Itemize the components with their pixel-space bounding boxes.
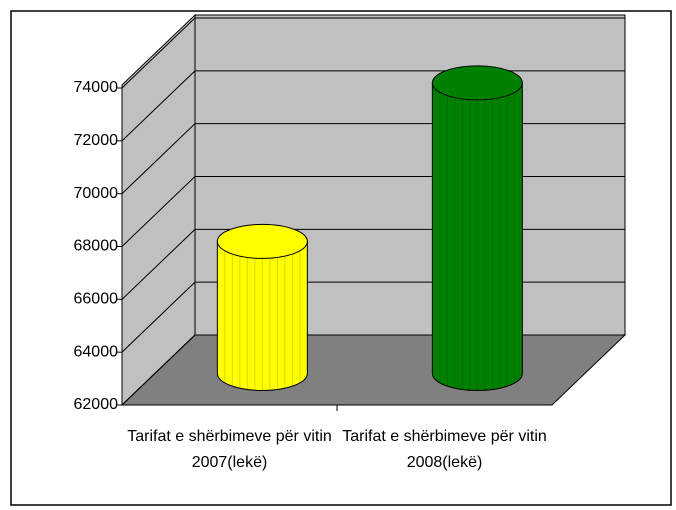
bar-part bbox=[216, 240, 308, 391]
bar bbox=[216, 223, 308, 391]
y-tick-label: 62000 bbox=[74, 396, 119, 413]
grid-line bbox=[121, 123, 196, 195]
y-tick-label: 68000 bbox=[74, 238, 119, 255]
bar-part bbox=[431, 82, 523, 391]
y-tick-label: 64000 bbox=[74, 343, 119, 360]
grid-line bbox=[121, 228, 196, 300]
y-tick-label: 72000 bbox=[74, 132, 119, 149]
y-tick-label: 74000 bbox=[74, 79, 119, 96]
x-tick-label: Tarifat e shërbimeve për vitin 2007(lekë… bbox=[127, 428, 332, 471]
grid-line bbox=[121, 334, 196, 406]
y-tick-label: 66000 bbox=[74, 291, 119, 308]
bar-part bbox=[431, 65, 523, 101]
grid-line bbox=[121, 17, 196, 89]
grid-line bbox=[121, 176, 196, 247]
bar bbox=[431, 65, 523, 391]
floor bbox=[120, 334, 627, 406]
bar-part bbox=[216, 223, 308, 259]
grid-line bbox=[121, 70, 196, 142]
x-tick-label: Tarifat e shërbimeve për vitin 2008(lekë… bbox=[342, 428, 547, 471]
grid-line bbox=[121, 281, 196, 353]
y-tick-label: 70000 bbox=[74, 185, 119, 202]
